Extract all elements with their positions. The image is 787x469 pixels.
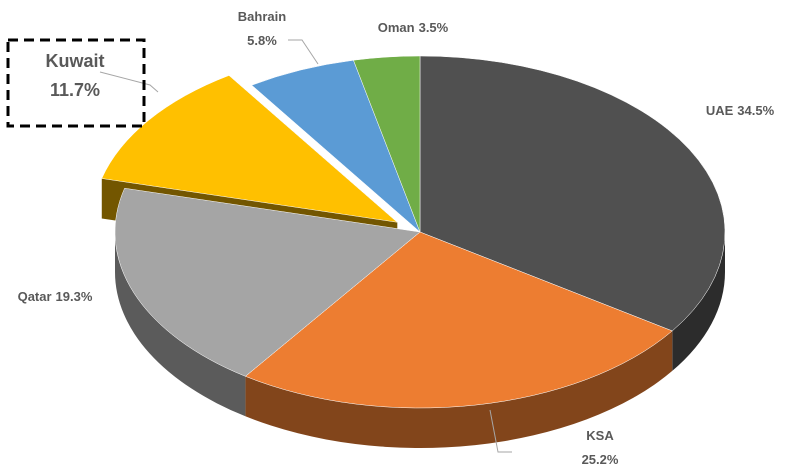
data-label: Oman 3.5%: [378, 20, 449, 35]
label-value: 5.8%: [247, 33, 277, 48]
label-value: 11.7%: [50, 80, 100, 100]
label-category: Qatar: [18, 289, 52, 304]
label-category: UAE: [706, 103, 734, 118]
data-label: Qatar 19.3%: [18, 289, 93, 304]
slice-side: [245, 330, 673, 448]
slice: [244, 231, 673, 409]
slice: [353, 55, 421, 233]
data-label: Kuwait 11.7%: [45, 51, 104, 100]
label-value: 19.3%: [56, 289, 93, 304]
labels: UAE 34.5% KSA 25.2% Qatar 19.3% Kuwait 11.7% Bah…: [18, 9, 775, 467]
leader-line: [489, 409, 512, 453]
slice: [101, 75, 398, 223]
data-label: Bahrain 5.8%: [238, 9, 286, 48]
label-category: KSA: [586, 428, 614, 443]
label-value: 34.5%: [737, 103, 774, 118]
slice-side: [115, 232, 246, 417]
data-label: KSA 25.2%: [582, 428, 619, 467]
label-value: 3.5%: [419, 20, 449, 35]
highlight-box: [6, 38, 146, 128]
leader-line: [99, 71, 159, 93]
slice: [419, 55, 726, 332]
label-value: 25.2%: [582, 452, 619, 467]
pie: [101, 55, 726, 448]
label-category: Oman: [378, 20, 415, 35]
leader-line: [288, 39, 319, 65]
label-category: Kuwait: [45, 51, 104, 71]
slice: [114, 187, 421, 377]
data-label: UAE 34.5%: [706, 103, 775, 118]
label-category: Bahrain: [238, 9, 286, 24]
slice-side: [672, 232, 725, 371]
